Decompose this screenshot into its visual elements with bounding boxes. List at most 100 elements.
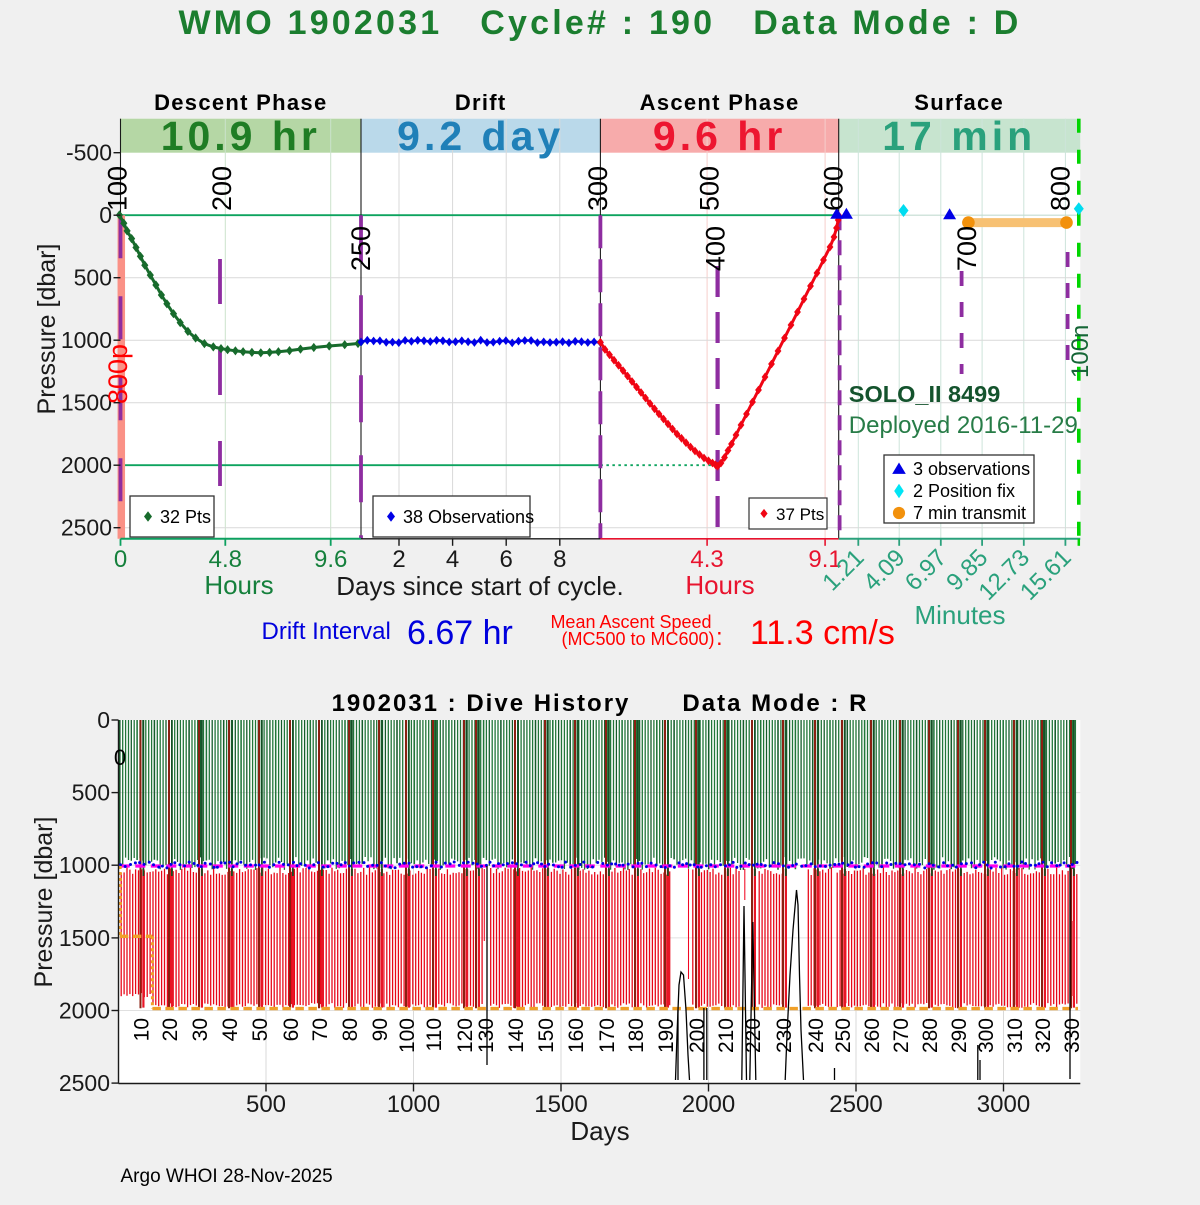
svg-text:1500: 1500 bbox=[534, 1091, 587, 1118]
svg-text:230: 230 bbox=[773, 1018, 796, 1053]
svg-text:270: 270 bbox=[890, 1018, 913, 1053]
svg-text:11.3 cm/s: 11.3 cm/s bbox=[750, 614, 895, 652]
svg-text:20: 20 bbox=[159, 1018, 182, 1041]
svg-text:Drift: Drift bbox=[455, 90, 507, 115]
svg-text:38 Observations: 38 Observations bbox=[403, 507, 534, 527]
svg-text:170: 170 bbox=[596, 1018, 619, 1053]
svg-text:Hours: Hours bbox=[685, 570, 754, 600]
svg-text:40: 40 bbox=[219, 1018, 242, 1041]
svg-text:150: 150 bbox=[535, 1018, 558, 1053]
svg-text:0: 0 bbox=[114, 546, 127, 573]
svg-text:250: 250 bbox=[832, 1018, 855, 1053]
svg-text:260: 260 bbox=[861, 1018, 884, 1053]
svg-text:100: 100 bbox=[103, 166, 133, 211]
svg-text:160: 160 bbox=[565, 1018, 588, 1053]
svg-text:400: 400 bbox=[701, 226, 731, 271]
svg-text:0: 0 bbox=[99, 202, 112, 228]
svg-text:800p: 800p bbox=[103, 344, 133, 404]
svg-text:6.67 hr: 6.67 hr bbox=[407, 614, 513, 652]
svg-text:Surface: Surface bbox=[914, 90, 1004, 115]
svg-text:9.1: 9.1 bbox=[808, 546, 841, 573]
svg-text:330: 330 bbox=[1061, 1018, 1084, 1053]
svg-text:2000: 2000 bbox=[61, 452, 112, 478]
svg-text:80: 80 bbox=[339, 1018, 362, 1041]
svg-text:190: 190 bbox=[655, 1018, 678, 1053]
svg-text:60: 60 bbox=[280, 1018, 303, 1041]
svg-text:2500: 2500 bbox=[59, 1070, 110, 1096]
svg-text:10: 10 bbox=[131, 1018, 154, 1041]
svg-text:280: 280 bbox=[919, 1018, 942, 1053]
svg-text:9.6 hr: 9.6 hr bbox=[653, 113, 786, 159]
svg-text:240: 240 bbox=[805, 1018, 828, 1053]
svg-text:Mean Ascent Speed: Mean Ascent Speed bbox=[550, 612, 711, 632]
svg-text:Drift Interval: Drift Interval bbox=[262, 618, 391, 645]
svg-text:0: 0 bbox=[114, 745, 126, 770]
svg-text:2500: 2500 bbox=[61, 515, 112, 541]
svg-text:10.9 hr: 10.9 hr bbox=[161, 113, 321, 159]
svg-text:2000: 2000 bbox=[59, 998, 110, 1024]
svg-text:200: 200 bbox=[207, 166, 237, 211]
svg-text:4.3: 4.3 bbox=[690, 546, 723, 573]
svg-text:Minutes: Minutes bbox=[914, 600, 1005, 630]
svg-text:180: 180 bbox=[625, 1018, 648, 1053]
svg-text:100: 100 bbox=[396, 1018, 419, 1053]
svg-text:210: 210 bbox=[715, 1018, 738, 1053]
svg-text:WMO 1902031 Cycle# : 190 D: WMO 1902031 Cycle# : 190 Data Mode : D bbox=[178, 4, 1021, 42]
svg-text:800: 800 bbox=[1046, 166, 1076, 211]
svg-text:300: 300 bbox=[583, 166, 613, 211]
svg-text:Pressure [dbar]: Pressure [dbar] bbox=[33, 244, 61, 415]
svg-text:8: 8 bbox=[553, 546, 566, 573]
svg-text:110: 110 bbox=[423, 1018, 446, 1051]
svg-text:2 Position fix: 2 Position fix bbox=[913, 481, 1015, 501]
svg-text:Ascent Phase: Ascent Phase bbox=[640, 90, 800, 115]
svg-text:500: 500 bbox=[246, 1091, 286, 1118]
svg-text:Argo WHOI 28-Nov-2025: Argo WHOI 28-Nov-2025 bbox=[121, 1166, 333, 1187]
svg-text:500: 500 bbox=[74, 265, 112, 291]
svg-text:200: 200 bbox=[686, 1018, 709, 1053]
svg-text:37 Pts: 37 Pts bbox=[776, 505, 824, 524]
svg-text:70: 70 bbox=[309, 1018, 332, 1041]
svg-text:500: 500 bbox=[695, 166, 725, 211]
svg-text:Days since start of cycle.: Days since start of cycle. bbox=[336, 571, 624, 601]
svg-text:50: 50 bbox=[249, 1018, 272, 1041]
svg-text:500: 500 bbox=[72, 780, 110, 806]
svg-text:1500: 1500 bbox=[61, 390, 112, 416]
svg-text:1902031 : Dive History Da: 1902031 : Dive History Data Mode : R bbox=[332, 690, 869, 717]
svg-text:32 Pts: 32 Pts bbox=[160, 507, 211, 527]
svg-text:9.6: 9.6 bbox=[314, 546, 347, 573]
svg-text:300: 300 bbox=[975, 1018, 998, 1053]
svg-text:3000: 3000 bbox=[977, 1091, 1030, 1118]
svg-text:6: 6 bbox=[500, 546, 513, 573]
svg-text:130: 130 bbox=[475, 1018, 498, 1053]
svg-text:9.2 day: 9.2 day bbox=[397, 113, 564, 159]
svg-text:1000: 1000 bbox=[61, 327, 112, 353]
svg-text:1000: 1000 bbox=[59, 852, 110, 878]
svg-text:140: 140 bbox=[505, 1018, 528, 1053]
svg-text:700: 700 bbox=[952, 226, 982, 271]
svg-text::: : bbox=[716, 624, 723, 651]
svg-text:100n: 100n bbox=[1067, 325, 1094, 378]
svg-text:SOLO_II 8499: SOLO_II 8499 bbox=[849, 381, 1001, 407]
svg-text:Pressure [dbar]: Pressure [dbar] bbox=[30, 817, 58, 988]
svg-text:1500: 1500 bbox=[59, 925, 110, 951]
svg-text:Days: Days bbox=[570, 1116, 629, 1146]
svg-text:17 min: 17 min bbox=[882, 113, 1036, 159]
svg-text:Hours: Hours bbox=[204, 570, 273, 600]
svg-text:290: 290 bbox=[948, 1018, 971, 1053]
svg-text:Deployed 2016-11-29: Deployed 2016-11-29 bbox=[849, 412, 1078, 439]
svg-text:-500: -500 bbox=[66, 140, 112, 166]
svg-text:600: 600 bbox=[819, 166, 849, 211]
svg-text:2000: 2000 bbox=[682, 1091, 735, 1118]
svg-text:4: 4 bbox=[446, 546, 459, 573]
svg-text:2500: 2500 bbox=[829, 1091, 882, 1118]
svg-text:1000: 1000 bbox=[387, 1091, 440, 1118]
svg-text:250: 250 bbox=[346, 226, 376, 271]
svg-text:30: 30 bbox=[189, 1018, 212, 1041]
svg-text:320: 320 bbox=[1032, 1018, 1055, 1053]
svg-text:4.8: 4.8 bbox=[209, 546, 242, 573]
svg-text:120: 120 bbox=[454, 1018, 477, 1053]
svg-text:3 observations: 3 observations bbox=[913, 459, 1030, 479]
svg-text:310: 310 bbox=[1004, 1018, 1027, 1053]
svg-text:(MC500 to MC600): (MC500 to MC600) bbox=[561, 629, 714, 649]
svg-text:2: 2 bbox=[392, 546, 405, 573]
